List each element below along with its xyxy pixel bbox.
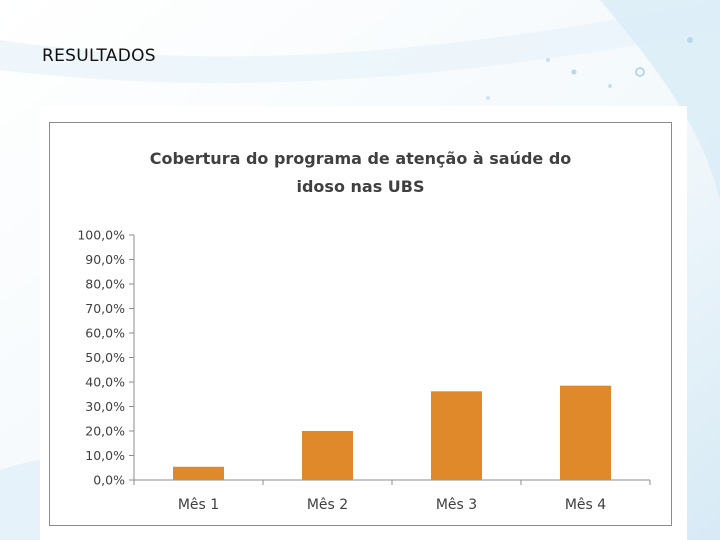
chart-title-line-2: idoso nas UBS xyxy=(296,177,425,196)
chart-title: Cobertura do programa de atenção à saúde… xyxy=(50,145,671,201)
y-tick-label: 100,0% xyxy=(77,228,125,243)
slide-title: RESULTADOS xyxy=(42,46,156,66)
bar-2 xyxy=(302,431,353,480)
chart-title-line-1: Cobertura do programa de atenção à saúde… xyxy=(149,149,572,168)
bar-4 xyxy=(560,385,611,480)
x-category-label: Mês 3 xyxy=(436,497,477,513)
chart-frame: Cobertura do programa de atenção à saúde… xyxy=(40,106,687,540)
bar-3 xyxy=(431,391,482,480)
y-tick-label: 60,0% xyxy=(85,326,125,341)
y-tick-label: 80,0% xyxy=(85,277,125,292)
y-tick-label: 30,0% xyxy=(85,399,125,414)
bar-1 xyxy=(173,466,224,480)
x-category-label: Mês 4 xyxy=(565,497,606,513)
y-tick-label: 20,0% xyxy=(85,424,125,439)
y-tick-label: 10,0% xyxy=(85,448,125,463)
y-tick-label: 70,0% xyxy=(85,301,125,316)
x-category-label: Mês 2 xyxy=(307,497,348,513)
y-tick-label: 50,0% xyxy=(85,350,125,365)
y-tick-label: 90,0% xyxy=(85,252,125,267)
x-category-label: Mês 1 xyxy=(178,497,219,513)
y-tick-label: 40,0% xyxy=(85,375,125,390)
chart-area: Cobertura do programa de atenção à saúde… xyxy=(49,122,672,526)
bar-chart-plot: 0,0% 10,0% 20,0% 30,0% 40,0% 50,0% 60,0% 70,0% 8… xyxy=(77,228,651,513)
y-tick-label: 0,0% xyxy=(93,473,125,488)
